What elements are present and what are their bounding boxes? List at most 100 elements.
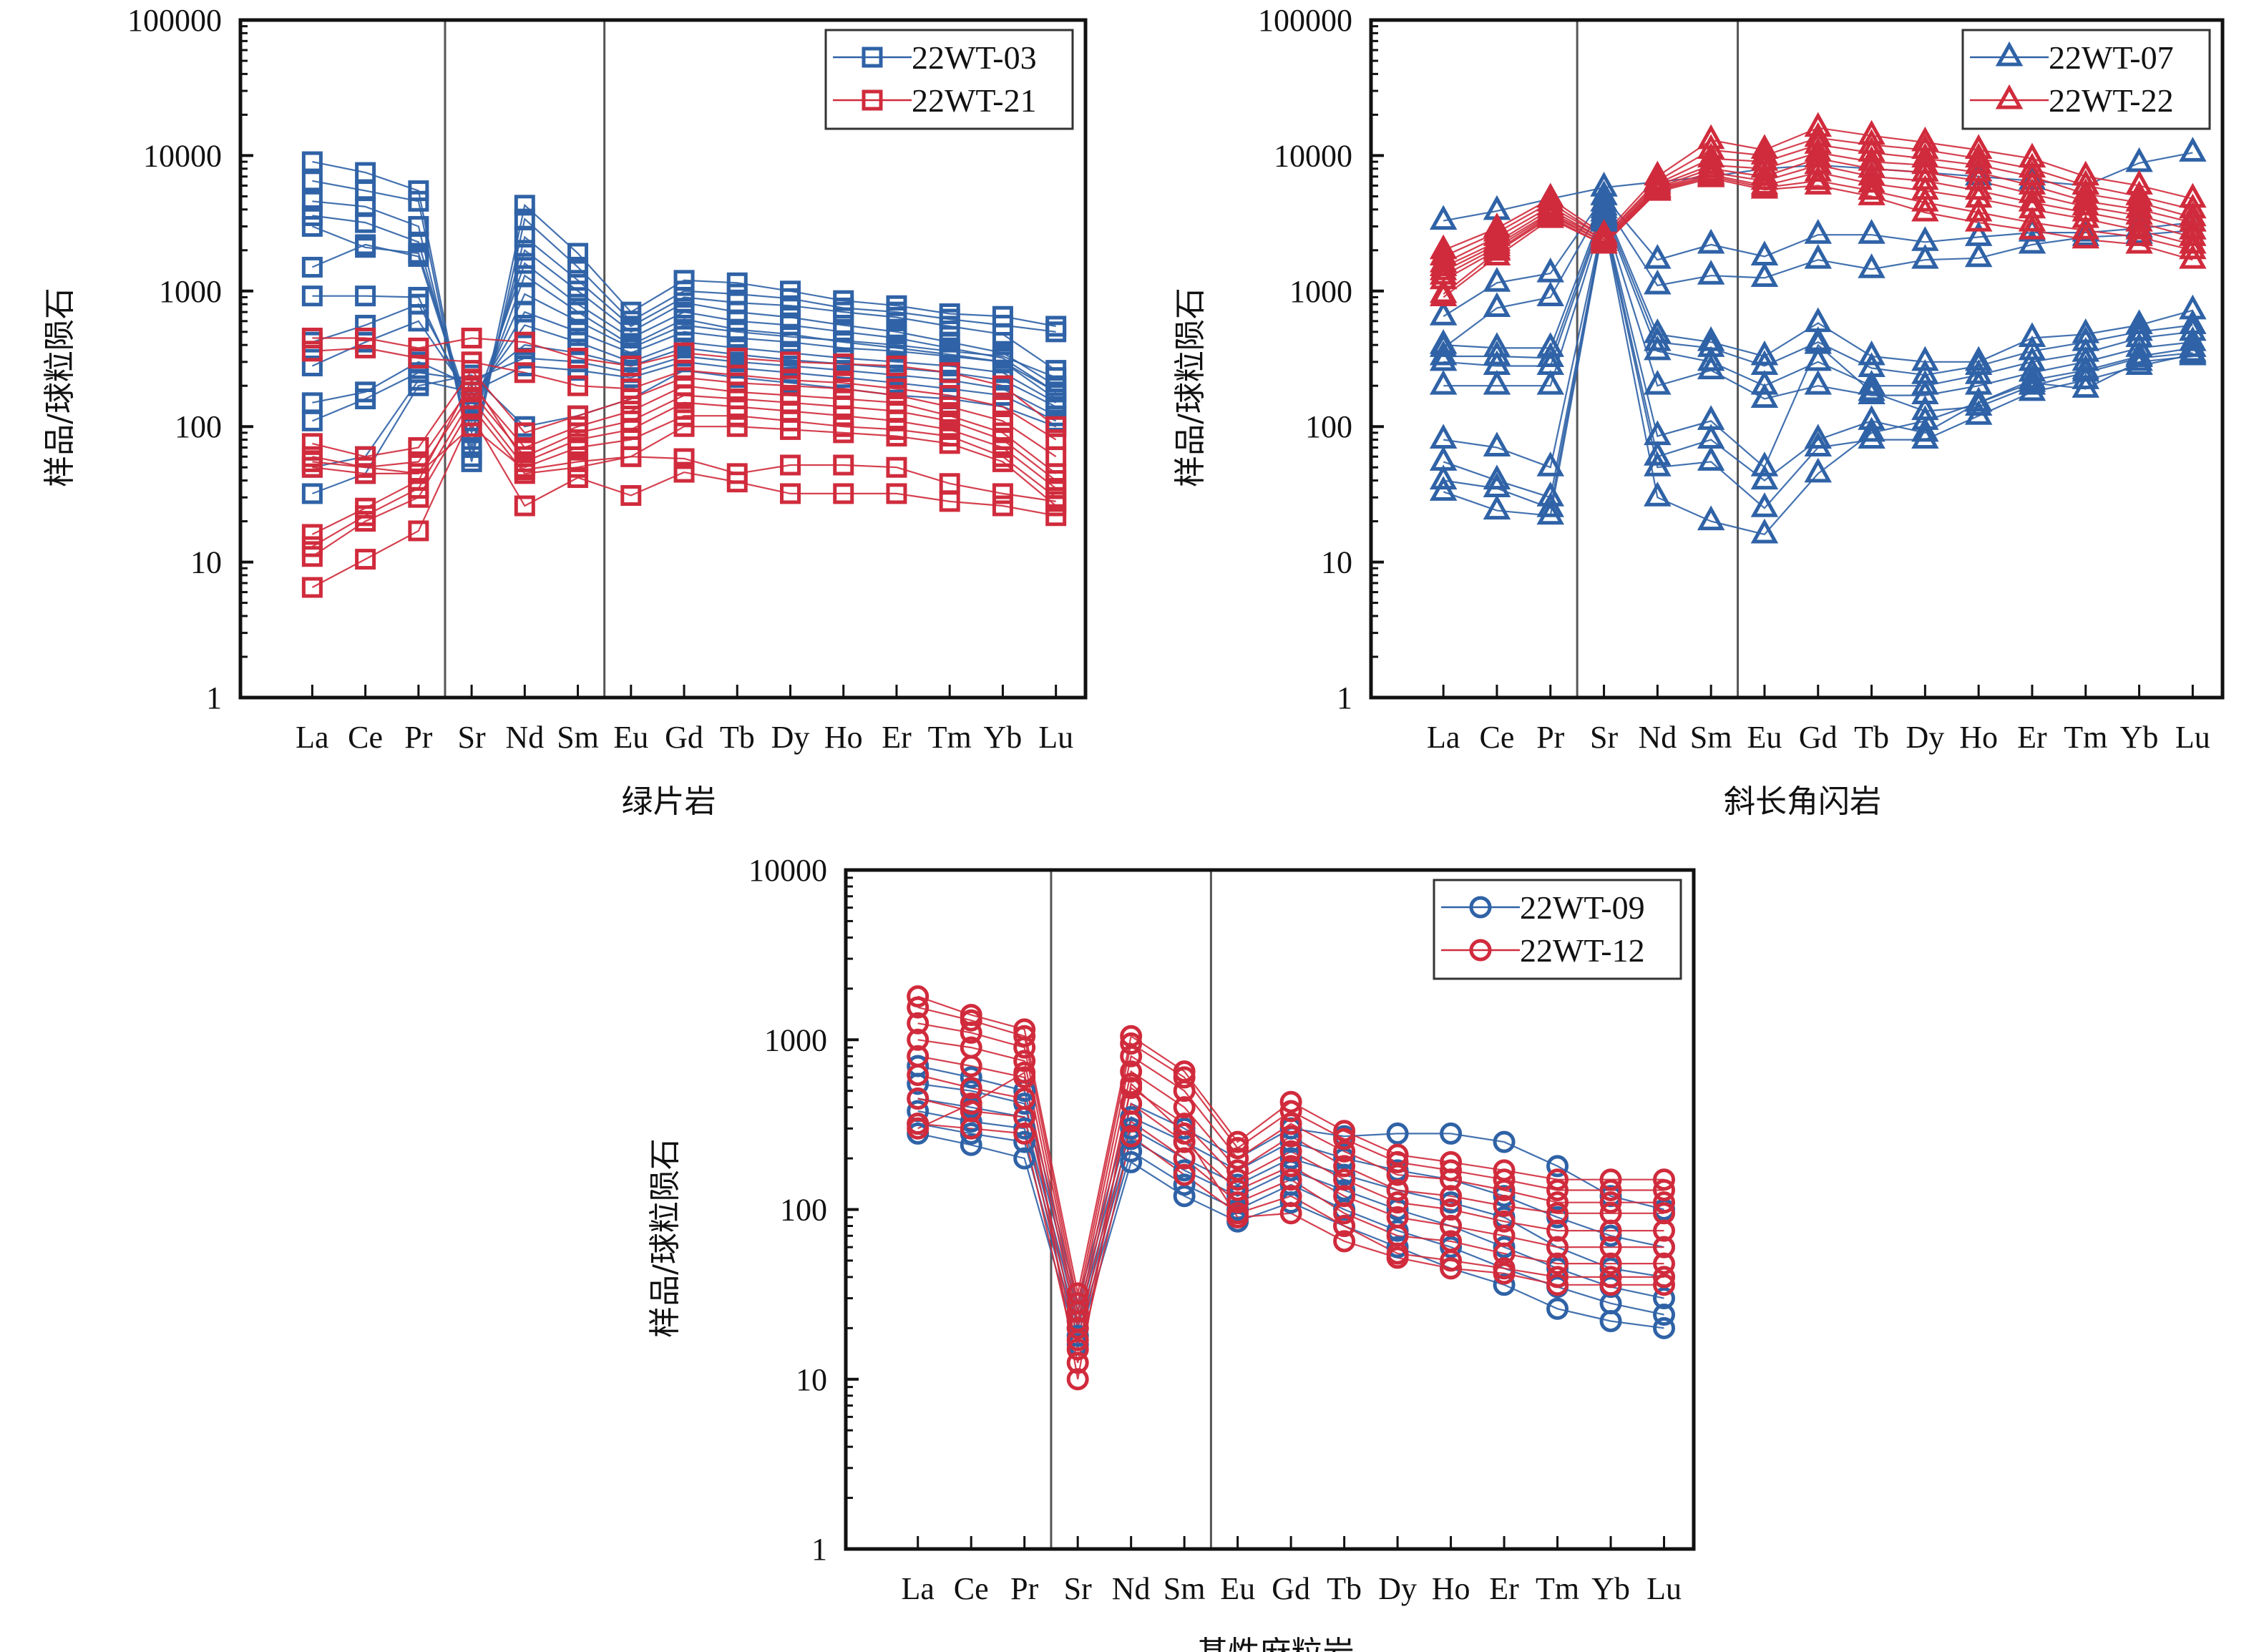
- data-point-22WT-03-La: [301, 170, 323, 192]
- x-tick-label: Sr: [1590, 720, 1618, 755]
- data-point-22WT-12-Eu: [1226, 1168, 1249, 1191]
- data-point-22WT-12-Dy: [1386, 1224, 1409, 1247]
- data-point-22WT-03-Pr: [408, 231, 429, 253]
- data-point-22WT-21-Eu: [620, 446, 642, 467]
- series-line-22WT-07: [1443, 210, 2193, 387]
- data-point-22WT-03-Pr: [408, 245, 429, 267]
- x-tick-label: Ce: [954, 1571, 989, 1606]
- x-tick-label: Sm: [557, 720, 599, 755]
- data-point-22WT-12-Dy: [1386, 1206, 1409, 1228]
- data-point-22WT-03-Pr: [408, 375, 429, 396]
- data-point-22WT-12-Dy: [1386, 1150, 1409, 1173]
- data-point-22WT-03-Ce: [355, 212, 376, 233]
- y-tick-label: 100: [1305, 409, 1352, 444]
- data-point-22WT-21-Er: [886, 356, 907, 377]
- y-tick-label: 10000: [1274, 138, 1352, 173]
- data-point-22WT-03-Sm: [567, 243, 589, 264]
- data-point-22WT-21-Gd: [673, 416, 695, 437]
- legend-label: 22WT-07: [2049, 39, 2174, 76]
- data-point-22WT-21-Pr: [408, 348, 429, 369]
- data-point-22WT-07-Ho: [1964, 391, 1993, 416]
- data-point-22WT-07-Eu: [1750, 518, 1779, 544]
- data-point-22WT-22-Eu: [1750, 173, 1779, 199]
- x-tick-label: Lu: [1646, 1571, 1682, 1606]
- data-point-22WT-07-La: [1429, 424, 1458, 449]
- legend-box: [824, 29, 1074, 130]
- data-point-22WT-07-Dy: [1911, 244, 1939, 269]
- series-line-22WT-21: [311, 405, 1057, 557]
- data-point-22WT-21-Lu: [1045, 505, 1067, 527]
- data-point-22WT-22-Tb: [1858, 167, 1885, 193]
- data-point-22WT-21-Ho: [833, 353, 854, 375]
- data-point-22WT-12-Pr: [1013, 1025, 1036, 1047]
- data-point-22WT-12-Ce: [960, 1077, 982, 1100]
- data-point-22WT-03-Nd: [514, 253, 535, 274]
- data-point-22WT-07-Ho: [1964, 400, 1993, 425]
- data-point-22WT-07-Pr: [1536, 281, 1564, 306]
- data-point-22WT-07-Eu: [1750, 451, 1779, 476]
- data-point-22WT-21-Sr: [461, 405, 482, 426]
- data-point-22WT-07-Ce: [1483, 292, 1511, 317]
- data-point-22WT-03-La: [301, 256, 323, 278]
- series-line-22WT-03: [312, 161, 1056, 457]
- x-tick-label: Pr: [1010, 1571, 1038, 1606]
- data-point-22WT-21-La: [301, 577, 323, 598]
- data-point-22WT-03-Tb: [726, 272, 748, 293]
- data-point-22WT-12-Lu: [1653, 1219, 1676, 1242]
- data-point-22WT-03-La: [301, 392, 323, 414]
- data-point-22WT-03-Pr: [408, 190, 429, 212]
- data-point-22WT-12-Yb: [1599, 1219, 1622, 1242]
- data-point-22WT-09-Nd: [1120, 1117, 1143, 1140]
- data-point-22WT-21-Eu: [620, 485, 642, 507]
- data-point-22WT-12-La: [907, 1088, 930, 1110]
- series-line-22WT-07: [1443, 222, 2193, 536]
- x-tick-label: Sm: [1163, 1571, 1206, 1606]
- data-point-22WT-09-Er: [1493, 1274, 1516, 1296]
- y-tick-label: 10000: [143, 138, 222, 173]
- data-point-22WT-22-Er: [2018, 214, 2046, 240]
- series-line-22WT-07: [1443, 217, 2193, 469]
- y-tick-label: 1: [1337, 680, 1352, 715]
- data-point-22WT-21-Gd: [673, 448, 695, 469]
- data-point-22WT-07-Ho: [1964, 386, 1993, 412]
- data-point-22WT-12-Eu: [1226, 1147, 1249, 1170]
- data-point-22WT-07-Lu: [2179, 338, 2207, 364]
- data-point-22WT-12-La: [907, 996, 930, 1019]
- data-point-22WT-12-Nd: [1120, 1032, 1143, 1055]
- data-point-22WT-21-Yb: [992, 375, 1013, 396]
- data-point-22WT-12-Pr: [1013, 1122, 1036, 1145]
- x-tick-label: Nd: [1638, 720, 1677, 755]
- data-point-22WT-21-Ce: [355, 456, 376, 478]
- x-tick-label: Lu: [2175, 720, 2210, 755]
- plot-frame: [238, 18, 1088, 700]
- data-point-22WT-22-Yb: [2125, 214, 2153, 240]
- data-point-22WT-07-La: [1429, 340, 1458, 366]
- data-point-22WT-12-Lu: [1653, 1191, 1676, 1214]
- data-point-22WT-22-Gd: [1804, 156, 1832, 182]
- data-point-22WT-21-Nd: [514, 495, 535, 517]
- data-point-22WT-09-Tm: [1546, 1297, 1569, 1320]
- x-tick-label: Sr: [1064, 1571, 1092, 1606]
- data-point-22WT-12-Yb: [1599, 1266, 1622, 1289]
- data-point-22WT-12-Nd: [1120, 1093, 1143, 1115]
- data-point-22WT-22-La: [1429, 281, 1458, 306]
- legend-marker-22WT-12: [1469, 939, 1492, 962]
- data-point-22WT-12-Gd: [1279, 1125, 1302, 1148]
- data-point-22WT-12-Er: [1493, 1262, 1516, 1285]
- data-point-22WT-12-Pr: [1013, 1036, 1036, 1059]
- data-point-22WT-22-Sm: [1697, 162, 1725, 187]
- data-point-22WT-07-Yb: [2125, 340, 2153, 366]
- data-point-22WT-09-Sm: [1173, 1185, 1196, 1208]
- data-point-22WT-12-Sr: [1066, 1316, 1089, 1339]
- data-point-22WT-21-Tb: [726, 416, 748, 437]
- x-tick-label: Yb: [2120, 720, 2159, 755]
- data-point-22WT-07-Nd: [1644, 269, 1672, 295]
- data-point-22WT-07-Eu: [1750, 492, 1779, 517]
- data-point-22WT-22-Yb: [2125, 228, 2153, 254]
- data-point-22WT-22-Ho: [1964, 182, 1993, 208]
- data-point-22WT-07-Gd: [1804, 370, 1832, 395]
- data-point-22WT-07-Tb: [1858, 340, 1885, 366]
- data-point-22WT-12-Nd: [1120, 1060, 1143, 1083]
- data-point-22WT-07-Nd: [1644, 441, 1672, 466]
